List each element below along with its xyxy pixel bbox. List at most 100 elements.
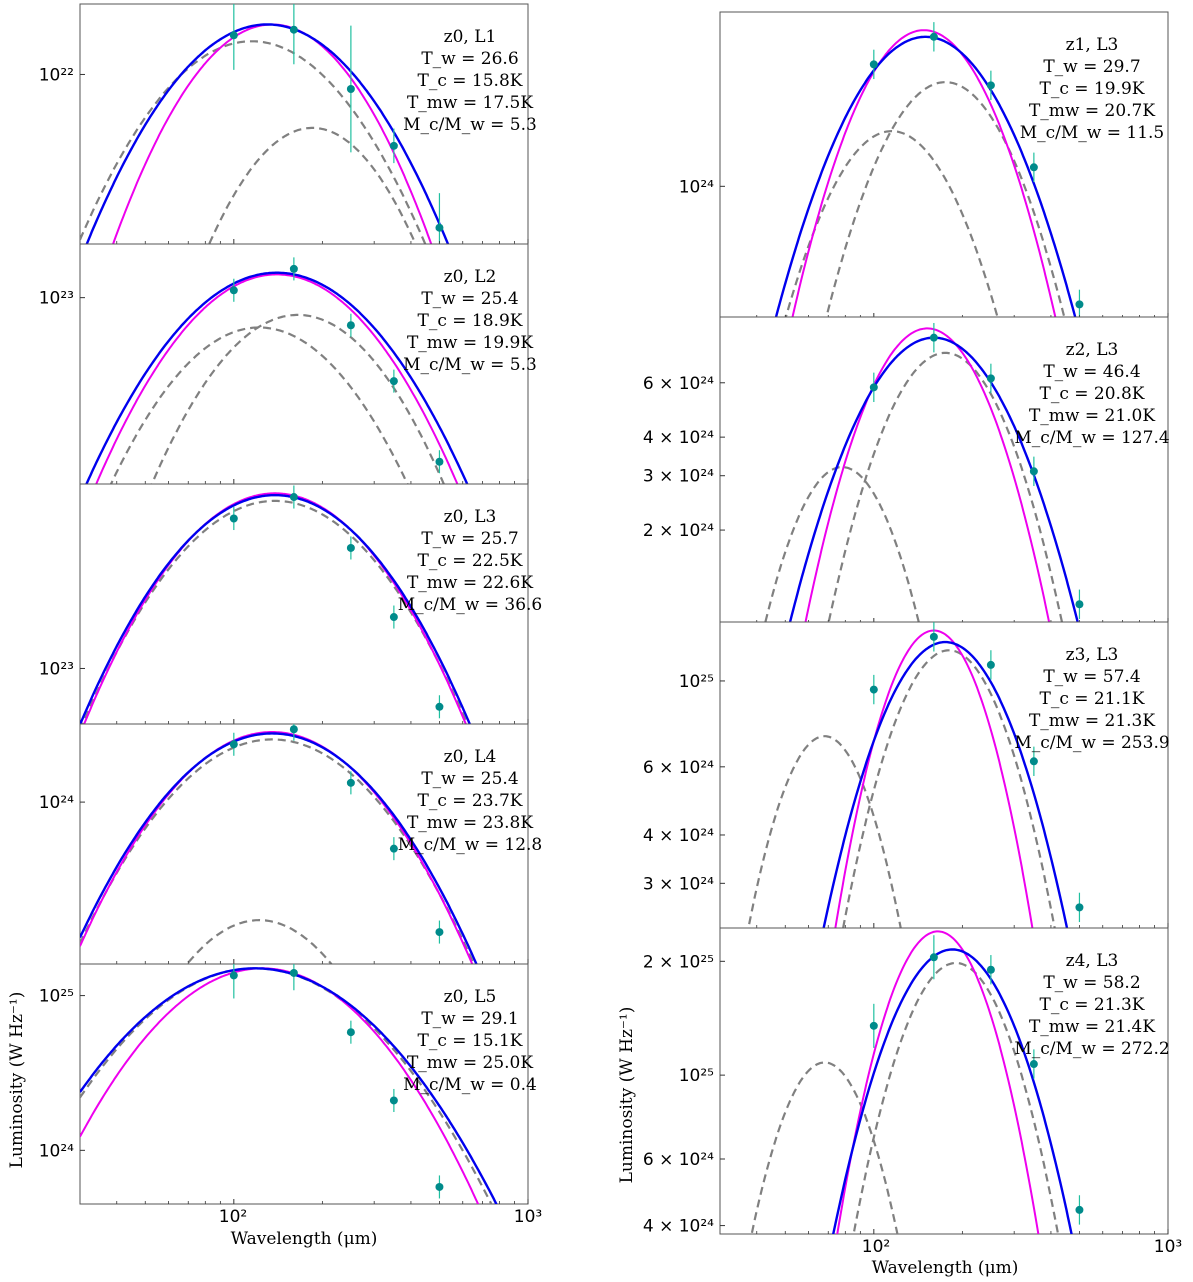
panel-frame — [719, 621, 1169, 929]
annotation-ratio: M_c/M_w = 11.5 — [1020, 123, 1165, 143]
panel-frame — [79, 243, 529, 485]
data-point — [229, 514, 238, 523]
single-fit-curve — [95, 273, 459, 484]
panel-left-3: 10²⁴ z0, L4T_w = 25.4T_c = 23.7KT_mw = 23… — [39, 723, 543, 965]
data-point — [289, 968, 298, 977]
component-1-curve — [109, 326, 409, 484]
data-point — [389, 141, 398, 150]
panel-left-4: 10²⁵ 10²⁴ z0, L5T_w = 29.1T_c = 15.1KT_mw … — [39, 963, 537, 1205]
component-2-curve — [150, 313, 445, 484]
annotation-Tmw: T_mw = 21.0K — [1029, 406, 1155, 426]
curves-group — [80, 724, 478, 964]
panel-left-1: 10²³ z0, L2T_w = 25.4T_c = 18.9KT_mw = 19… — [39, 243, 537, 485]
data-point — [1029, 163, 1038, 172]
annotation-label: z1, L3 — [1066, 35, 1119, 55]
annotation-label: z4, L3 — [1066, 951, 1119, 971]
panel-frame — [719, 11, 1169, 319]
data-point — [289, 493, 298, 502]
y-tick-label: 10²⁴ — [39, 793, 74, 813]
data-point — [389, 1096, 398, 1105]
annotation-Tc: T_c = 21.3K — [1040, 995, 1145, 1015]
y-tick-label: 10²² — [39, 65, 74, 85]
annotation-Tc: T_c = 18.9K — [418, 311, 523, 331]
data-point — [229, 971, 238, 980]
annotation-Tmw: T_mw = 23.8K — [407, 813, 533, 833]
annotation-ratio: M_c/M_w = 127.4 — [1014, 428, 1169, 448]
left-xtick-label-1000: 10³ — [514, 1207, 542, 1227]
data-point — [1075, 1205, 1084, 1214]
annotation-Tc: T_c = 15.8K — [418, 71, 523, 91]
component-2-curve — [185, 918, 333, 964]
annotation-Tw: T_w = 57.4 — [1043, 667, 1140, 687]
curves-group — [80, 4, 450, 244]
data-point — [869, 60, 878, 69]
data-point — [389, 613, 398, 622]
right-xlabel: Wavelength (μm) — [872, 1258, 1019, 1278]
annotation-ratio: M_c/M_w = 0.4 — [403, 1075, 537, 1095]
annotation-Tmw: T_mw = 21.3K — [1029, 711, 1155, 731]
data-point — [289, 264, 298, 273]
curves-group — [764, 322, 1084, 623]
annotation-ratio: M_c/M_w = 12.8 — [398, 835, 543, 855]
single-fit-curve — [83, 492, 467, 724]
data-point — [435, 928, 444, 937]
y-tick-label: 4 × 10²⁴ — [643, 428, 714, 448]
annotation-Tmw: T_mw = 17.5K — [407, 93, 533, 113]
data-point — [435, 702, 444, 711]
y-tick-label: 4 × 10²⁴ — [643, 826, 714, 846]
total-fit-curve — [774, 35, 1077, 318]
y-tick-label: 10²⁵ — [39, 987, 74, 1007]
panel-frame — [719, 316, 1169, 624]
data-point — [929, 632, 938, 641]
data-point — [346, 543, 355, 552]
y-tick-label: 3 × 10²⁴ — [643, 467, 714, 487]
panel-frame — [719, 927, 1169, 1235]
data-point — [986, 660, 995, 669]
annotation-Tw: T_w = 29.7 — [1043, 57, 1140, 77]
annotation-ratio: M_c/M_w = 5.3 — [403, 115, 537, 135]
panel-frame — [79, 3, 529, 245]
data-point — [986, 965, 995, 974]
component-2-curve — [824, 81, 1066, 318]
panel-left-2: 10²³ z0, L3T_w = 25.7T_c = 22.5KT_mw = 22… — [39, 483, 542, 725]
annotation-label: z3, L3 — [1066, 645, 1119, 665]
data-point — [1029, 757, 1038, 766]
data-point — [929, 333, 938, 342]
curves-group — [80, 964, 498, 1204]
annotation-Tc: T_c = 22.5K — [418, 551, 523, 571]
data-point — [346, 1028, 355, 1037]
y-tick-label: 2 × 10²⁴ — [643, 521, 714, 541]
curves-group — [774, 22, 1084, 318]
y-tick-label: 3 × 10²⁴ — [643, 874, 714, 894]
annotation-label: z2, L3 — [1066, 340, 1119, 360]
panels-group: 10²² z0, L1T_w = 26.6T_c = 15.8KT_mw = 17… — [39, 3, 1170, 1237]
annotation-Tmw: T_mw = 19.9K — [407, 333, 533, 353]
data-point — [346, 778, 355, 787]
data-point — [1029, 1060, 1038, 1069]
total-fit-curve — [832, 948, 1073, 1234]
annotation-label: z0, L1 — [444, 27, 497, 47]
panel-frame — [79, 963, 529, 1205]
curves-group — [750, 930, 1084, 1234]
annotation-Tw: T_w = 25.7 — [421, 529, 518, 549]
data-point — [986, 81, 995, 90]
annotation-ratio: M_c/M_w = 5.3 — [403, 355, 537, 375]
annotation-Tc: T_c = 23.7K — [418, 791, 523, 811]
annotation-Tw: T_w = 25.4 — [421, 769, 518, 789]
curves-group — [80, 485, 472, 724]
annotation-Tw: T_w = 58.2 — [1043, 973, 1140, 993]
single-fit-curve — [836, 930, 1040, 1234]
left-ylabel: Luminosity (W Hz⁻¹) — [7, 992, 27, 1169]
single-fit-curve — [791, 29, 1057, 318]
annotation-Tc: T_c = 21.1K — [1040, 689, 1145, 709]
data-point — [346, 84, 355, 93]
curves-group — [747, 622, 1084, 928]
annotation-label: z0, L3 — [444, 507, 497, 527]
annotation-ratio: M_c/M_w = 253.9 — [1014, 733, 1169, 753]
annotation-ratio: M_c/M_w = 272.2 — [1014, 1039, 1169, 1059]
data-point — [435, 223, 444, 232]
annotation-Tw: T_w = 25.4 — [421, 289, 518, 309]
panel-right-0: 10²⁴ z1, L3T_w = 29.7T_c = 19.9KT_mw = 20… — [679, 11, 1169, 319]
